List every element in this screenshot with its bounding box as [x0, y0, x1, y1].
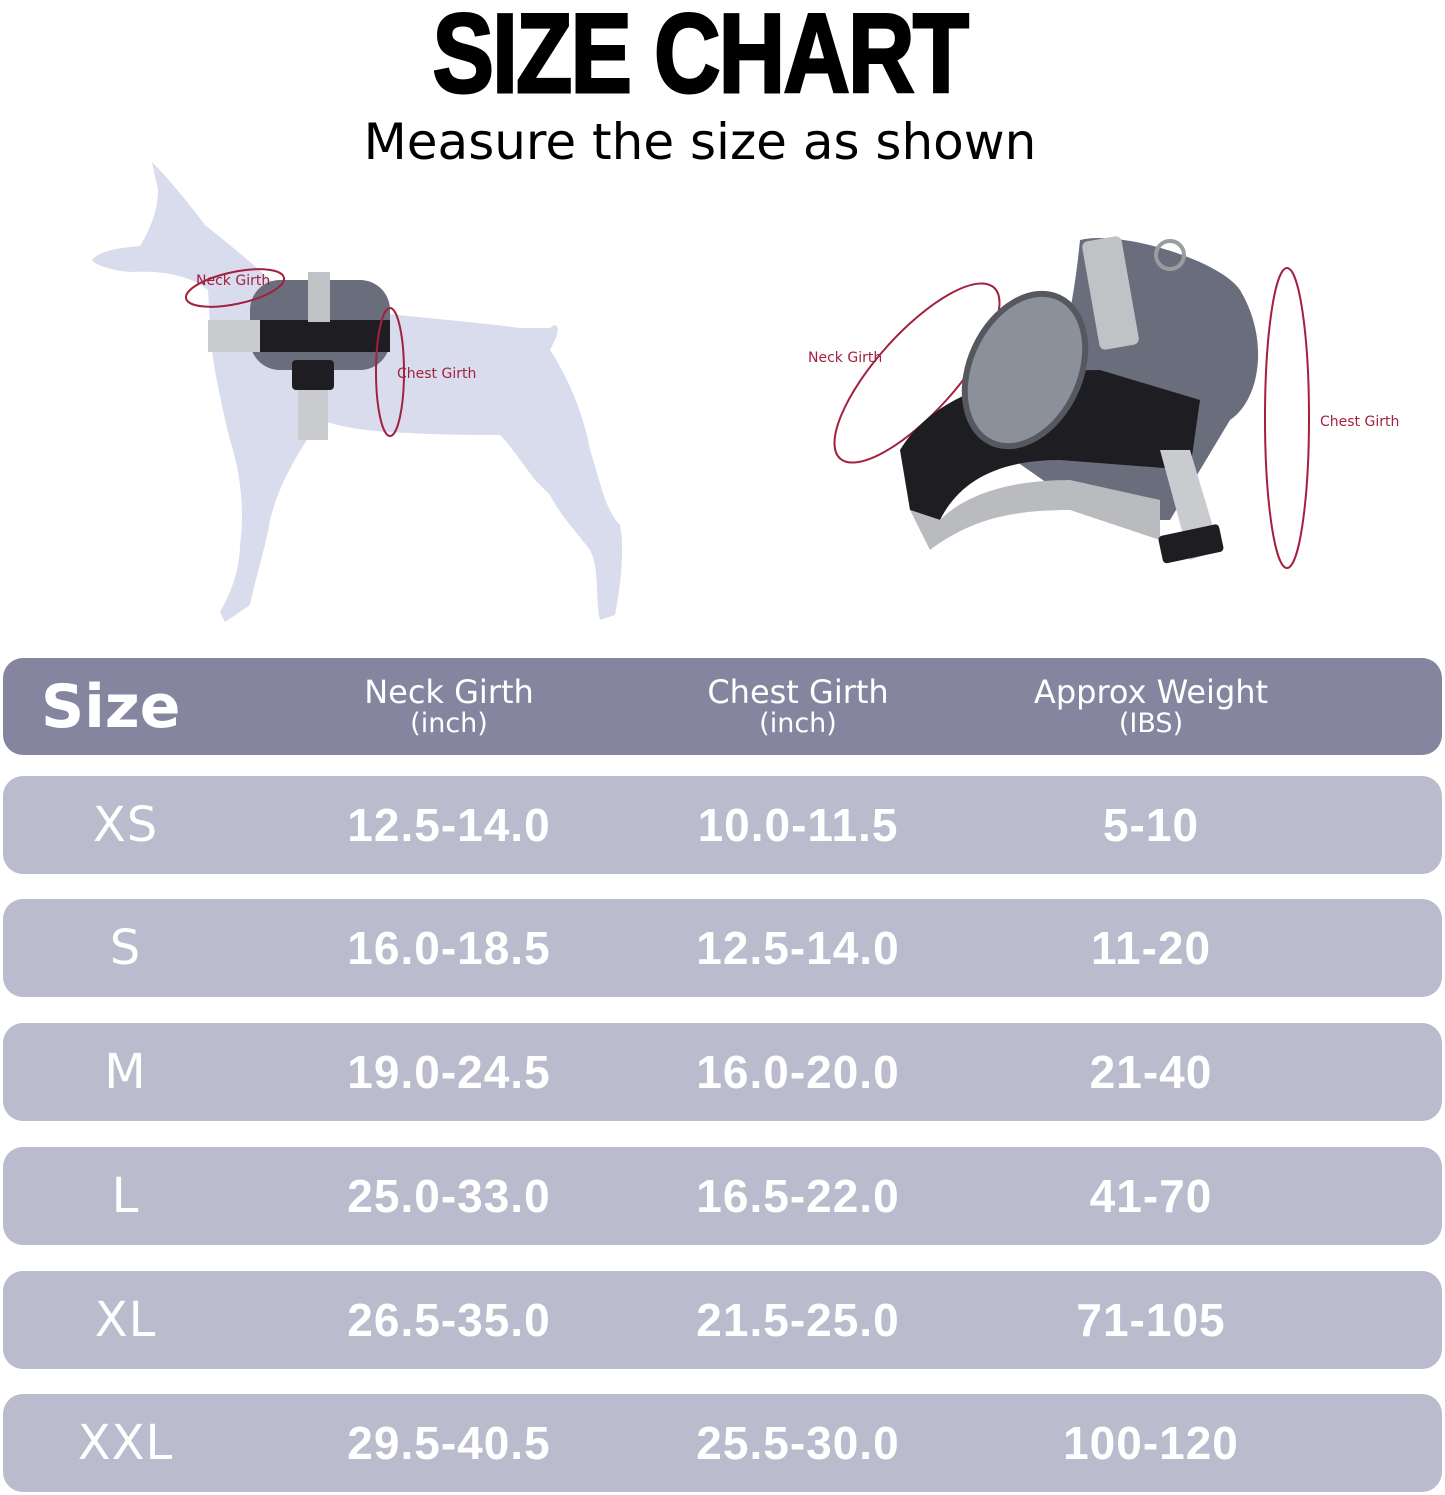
- header-label: Neck Girth: [364, 672, 534, 711]
- neck-girth-loop: [184, 268, 286, 308]
- size-cell: XXL: [77, 1415, 174, 1471]
- table-header: Size Neck Girth (inch) Chest Girth (inch) …: [3, 658, 1442, 755]
- header-unit: (IBS): [1118, 707, 1184, 739]
- header-neck-girth: Neck Girth (inch): [289, 658, 609, 755]
- header-label: Approx Weight: [1033, 672, 1269, 711]
- page-title: SIZE CHART: [431, 0, 970, 116]
- table-row: S 16.0-18.5 12.5-14.0 11-20: [3, 899, 1442, 997]
- header-size: Size: [41, 658, 180, 755]
- size-cell: XS: [92, 797, 159, 853]
- harness-buckle: [292, 360, 334, 390]
- weight-cell: 41-70: [1089, 1170, 1213, 1222]
- neck-girth-cell: 29.5-40.5: [347, 1417, 551, 1469]
- page-subtitle: Measure the size as shown: [363, 113, 1037, 171]
- neck-girth-cell: 19.0-24.5: [347, 1046, 551, 1098]
- table-row: XL 26.5-35.0 21.5-25.0 71-105: [3, 1271, 1442, 1369]
- chest-girth-loop: [1264, 267, 1310, 569]
- dog-illustration: Neck Girth Chest Girth: [92, 162, 623, 622]
- neck-girth-cell: 25.0-33.0: [347, 1170, 551, 1222]
- size-cell: L: [111, 1168, 140, 1224]
- harness-handle: [1082, 236, 1139, 350]
- table-row: XS 12.5-14.0 10.0-11.5 5-10: [3, 776, 1442, 874]
- harness-illustration: Neck Girth Chest Girth: [808, 236, 1399, 569]
- weight-cell: 11-20: [1090, 922, 1212, 974]
- header-size-label: Size: [41, 671, 181, 742]
- neck-girth-loop: [833, 282, 1001, 464]
- weight-cell: 5-10: [1102, 799, 1200, 851]
- header-approx-weight: Approx Weight (IBS): [991, 658, 1311, 755]
- neck-girth-cell: 16.0-18.5: [347, 922, 551, 974]
- size-cell: XL: [94, 1292, 157, 1348]
- harness-chest-girth-label: Chest Girth: [1320, 414, 1399, 430]
- chest-girth-loop: [375, 307, 405, 437]
- size-cell: S: [109, 920, 142, 976]
- harness-buckle: [1158, 524, 1224, 564]
- weight-cell: 100-120: [1063, 1417, 1239, 1469]
- dog-neck-girth-label: Neck Girth: [196, 273, 270, 289]
- harness-chest-pad: [961, 290, 1089, 450]
- size-cell: M: [104, 1044, 147, 1100]
- header-chest-girth: Chest Girth (inch): [638, 658, 958, 755]
- chest-girth-cell: 12.5-14.0: [696, 922, 900, 974]
- chest-girth-cell: 10.0-11.5: [697, 799, 899, 851]
- dog-silhouette: [92, 162, 623, 622]
- header-label: Chest Girth: [707, 672, 889, 711]
- header-unit: (inch): [759, 707, 837, 739]
- table-row: M 19.0-24.5 16.0-20.0 21-40: [3, 1023, 1442, 1121]
- neck-girth-cell: 26.5-35.0: [347, 1294, 551, 1346]
- harness-velcro: [260, 320, 390, 352]
- harness-reflective-strap: [910, 480, 1160, 550]
- harness-neck-girth-label: Neck Girth: [808, 350, 882, 366]
- weight-cell: 21-40: [1089, 1046, 1213, 1098]
- neck-girth-cell: 12.5-14.0: [347, 799, 551, 851]
- chest-girth-cell: 25.5-30.0: [696, 1417, 900, 1469]
- header-unit: (inch): [410, 707, 488, 739]
- harness-d-ring: [1154, 239, 1186, 271]
- table-row: XXL 29.5-40.5 25.5-30.0 100-120: [3, 1394, 1442, 1492]
- chest-girth-cell: 16.0-20.0: [696, 1046, 900, 1098]
- harness-handle: [308, 272, 330, 322]
- table-row: L 25.0-33.0 16.5-22.0 41-70: [3, 1147, 1442, 1245]
- weight-cell: 71-105: [1076, 1294, 1226, 1346]
- dog-chest-girth-label: Chest Girth: [397, 366, 476, 382]
- chest-girth-cell: 21.5-25.0: [696, 1294, 900, 1346]
- chest-girth-cell: 16.5-22.0: [696, 1170, 900, 1222]
